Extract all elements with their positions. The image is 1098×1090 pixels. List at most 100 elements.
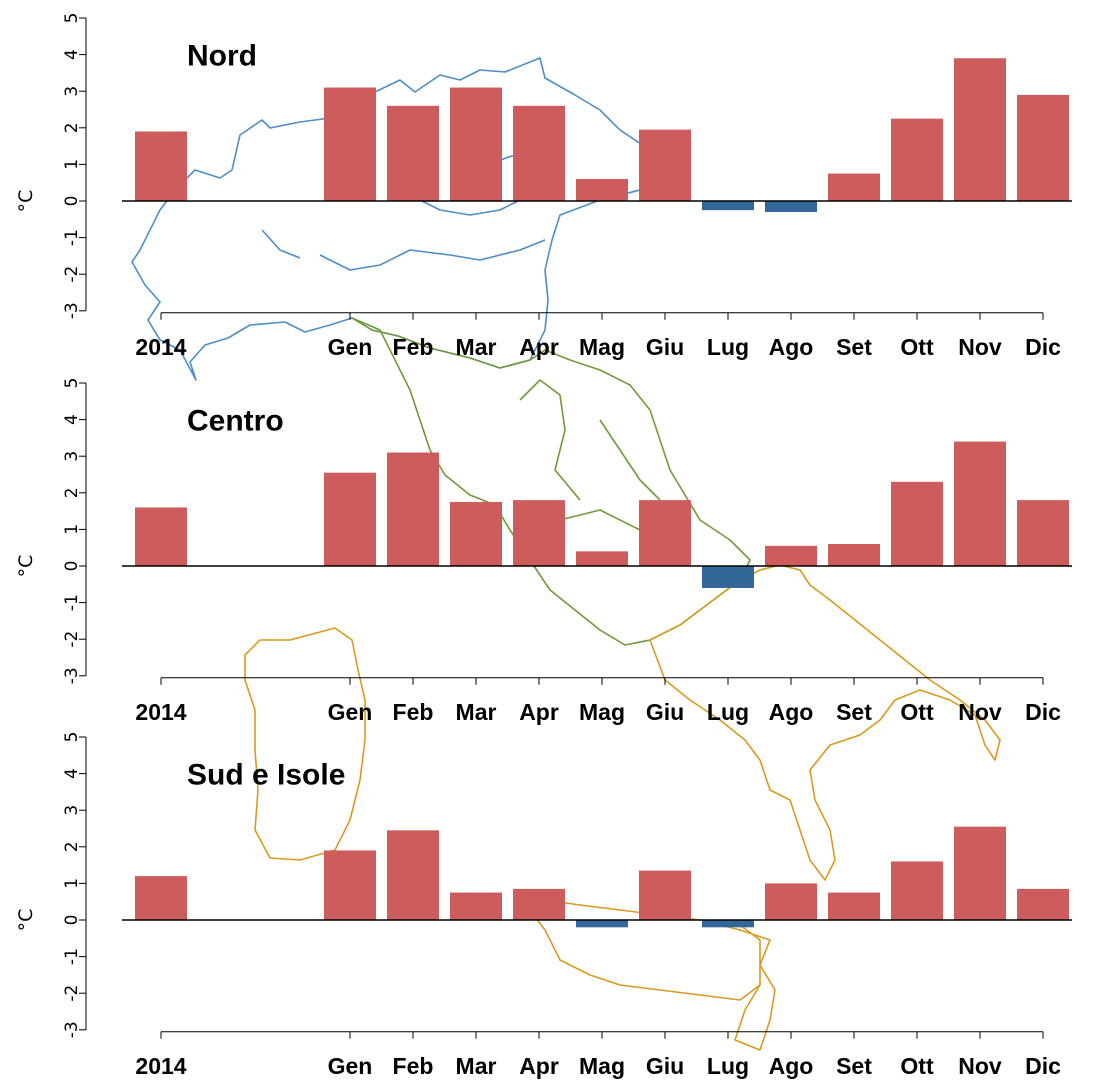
x-tick-label-apr: Apr	[519, 699, 559, 725]
chart-panel-2: -3-2-1012345°C2014 Gen Feb Mar Apr Mag Giu Lug A…	[15, 378, 1072, 725]
x-tick-label-ott: Ott	[900, 699, 934, 725]
x-tick-label-set: Set	[836, 334, 872, 360]
y-tick-label: 2	[62, 841, 82, 852]
bar-feb	[387, 830, 439, 920]
bar-nov	[954, 442, 1006, 566]
x-tick-label-nov: Nov	[958, 699, 1002, 725]
y-tick-label: -1	[62, 229, 82, 246]
bar-gen	[324, 850, 376, 920]
y-axis-label: °C	[15, 555, 37, 578]
x-tick-label-gen: Gen	[328, 334, 373, 360]
chart-panel-3: -3 -2 -1 0 1 2 3 4 5 °C 2014 Gen Feb Mar Apr Mag Giu Lug A…	[15, 732, 1072, 1079]
y-tick-label: 3	[62, 805, 82, 816]
bar-mar	[450, 893, 502, 920]
y-tick-label: -3	[62, 1021, 82, 1038]
bar-2014	[135, 876, 187, 920]
x-tick-label-mar: Mar	[456, 334, 497, 360]
x-tick-label-2014: 2014	[135, 334, 186, 360]
x-tick-label-giu: Giu	[646, 334, 684, 360]
x-tick-label-ago: Ago	[769, 334, 814, 360]
bar-nov	[954, 827, 1006, 920]
x-tick-label-feb: Feb	[393, 1053, 434, 1079]
bar-dic	[1017, 889, 1069, 920]
x-tick-label-nov: Nov	[958, 334, 1002, 360]
bar-giu	[639, 130, 691, 201]
bar-lug	[702, 566, 754, 588]
y-tick-label: 1	[62, 159, 82, 170]
y-tick-label: 1	[62, 524, 82, 535]
y-tick-label: -3	[62, 302, 82, 319]
x-tick-label-set: Set	[836, 699, 872, 725]
bar-apr	[513, 106, 565, 201]
y-tick-label: 4	[62, 49, 82, 60]
y-tick-label: 0	[62, 561, 82, 572]
y-tick-label: -2	[62, 985, 82, 1002]
x-tick-label-giu: Giu	[646, 1053, 684, 1079]
x-tick-label-ott: Ott	[900, 1053, 934, 1079]
x-tick-label-dic: Dic	[1025, 699, 1061, 725]
x-tick-label-mag: Mag	[579, 699, 625, 725]
bar-apr	[513, 889, 565, 920]
bar-set	[828, 174, 880, 201]
bar-lug	[702, 920, 754, 927]
chart-panel-1: -3 -2 -1 0 1 2 3 4 5 °C 2014 Gen Feb Mar Apr Mag Giu Lug A…	[15, 13, 1072, 360]
x-tick-label-giu: Giu	[646, 699, 684, 725]
panel-title: Centro	[187, 405, 284, 438]
bar-apr	[513, 500, 565, 566]
bar-dic	[1017, 95, 1069, 201]
bar-nov	[954, 58, 1006, 201]
x-tick-label-gen: Gen	[328, 1053, 373, 1079]
bar-2014	[135, 131, 187, 201]
panel-title: Sud e Isole	[187, 759, 345, 792]
bar-mag	[576, 551, 628, 566]
x-tick-label-lug: Lug	[707, 1053, 749, 1079]
x-tick-label-apr: Apr	[519, 1053, 559, 1079]
y-tick-label: 3	[62, 451, 82, 462]
bar-mar	[450, 88, 502, 201]
y-tick-label: 3	[62, 86, 82, 97]
y-tick-label: 5	[62, 378, 82, 389]
y-tick-label: 2	[62, 122, 82, 133]
bar-ago	[765, 201, 817, 212]
x-tick-label-mag: Mag	[579, 1053, 625, 1079]
map-sud-outline	[245, 565, 1000, 1050]
x-tick-label-feb: Feb	[393, 699, 434, 725]
x-tick-label-mar: Mar	[456, 1053, 497, 1079]
x-tick-label-dic: Dic	[1025, 1053, 1061, 1079]
x-tick-label-set: Set	[836, 1053, 872, 1079]
x-tick-label-ago: Ago	[769, 1053, 814, 1079]
y-tick-label: 4	[62, 414, 82, 425]
x-tick-label-lug: Lug	[707, 699, 749, 725]
x-tick-label-ott: Ott	[900, 334, 934, 360]
bar-ago	[765, 883, 817, 920]
bar-giu	[639, 871, 691, 920]
bar-feb	[387, 106, 439, 201]
bar-set	[828, 893, 880, 920]
y-tick-label: -2	[62, 266, 82, 283]
x-tick-label-lug: Lug	[707, 334, 749, 360]
y-tick-label: 4	[62, 768, 82, 779]
y-tick-label: -3	[62, 667, 82, 684]
y-axis-label: °C	[15, 190, 37, 213]
bar-feb	[387, 453, 439, 566]
y-tick-label: 1	[62, 878, 82, 889]
x-tick-label-nov: Nov	[958, 1053, 1002, 1079]
y-tick-label: 5	[62, 732, 82, 743]
x-tick-label-mag: Mag	[579, 334, 625, 360]
x-tick-label-dic: Dic	[1025, 334, 1061, 360]
x-tick-label-mar: Mar	[456, 699, 497, 725]
bar-gen	[324, 88, 376, 201]
y-tick-label: 0	[62, 196, 82, 207]
bar-ott	[891, 861, 943, 920]
y-tick-label: 0	[62, 915, 82, 926]
bar-gen	[324, 473, 376, 566]
bar-mar	[450, 502, 502, 566]
x-tick-label-gen: Gen	[328, 699, 373, 725]
bar-mag	[576, 179, 628, 201]
x-tick-label-2014: 2014	[135, 699, 186, 725]
x-tick-label-apr: Apr	[519, 334, 559, 360]
y-axis-label: °C	[15, 909, 37, 932]
y-tick-label: -1	[62, 948, 82, 965]
y-tick-label: -1	[62, 594, 82, 611]
